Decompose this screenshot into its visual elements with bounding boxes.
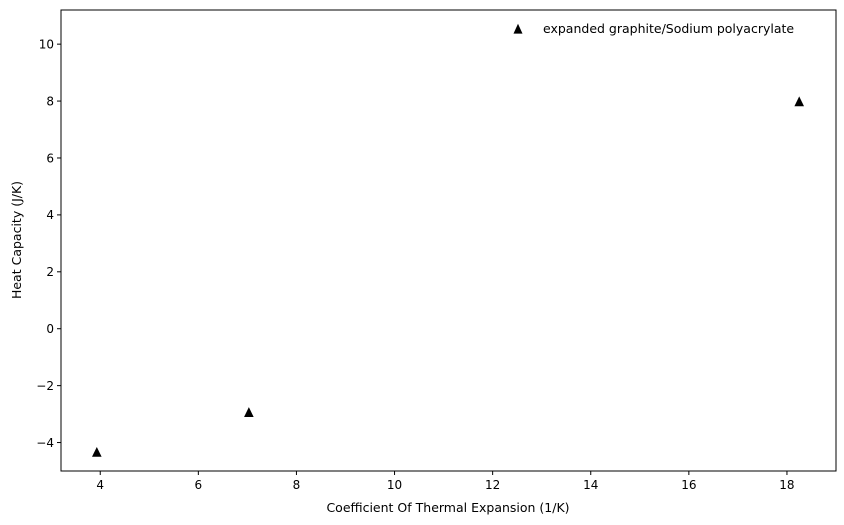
x-tick-label: 4 <box>96 478 104 492</box>
x-tick-label: 12 <box>485 478 500 492</box>
y-tick-label: 6 <box>46 151 54 165</box>
legend: expanded graphite/Sodium polyacrylate <box>513 21 794 36</box>
data-points <box>92 96 805 457</box>
data-point <box>794 96 805 107</box>
legend-triangle-marker <box>513 23 523 34</box>
y-tick-label: 8 <box>46 94 54 108</box>
y-axis-label: Heat Capacity (J/K) <box>9 181 24 299</box>
data-point <box>244 407 254 417</box>
plot-area <box>60 9 837 472</box>
y-tick-label: 2 <box>46 265 54 279</box>
x-tick-label: 10 <box>387 478 402 492</box>
y-tick-label: 10 <box>39 37 54 51</box>
x-tick-label: 14 <box>583 478 598 492</box>
x-axis-label: Coefficient Of Thermal Expansion (1/K) <box>326 500 569 515</box>
x-tick-label: 16 <box>681 478 696 492</box>
data-point <box>92 447 102 457</box>
y-axis-ticks: −4 −2 0 2 4 6 8 10 <box>36 37 61 450</box>
y-tick-label: −4 <box>36 436 54 450</box>
plot-frame <box>60 9 837 472</box>
x-tick-label: 18 <box>779 478 794 492</box>
legend-series-label: expanded graphite/Sodium polyacrylate <box>543 21 794 36</box>
x-tick-label: 8 <box>293 478 301 492</box>
y-tick-label: 0 <box>46 322 54 336</box>
y-tick-label: 4 <box>46 208 54 222</box>
y-tick-label: −2 <box>36 379 54 393</box>
x-axis-ticks: 4 6 8 10 12 14 16 18 <box>96 471 795 492</box>
x-tick-label: 6 <box>195 478 203 492</box>
